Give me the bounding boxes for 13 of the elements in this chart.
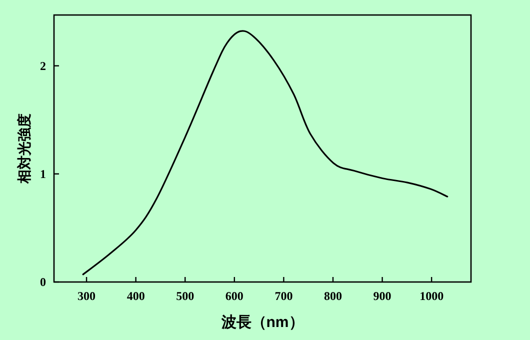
y-tick-label: 1	[40, 166, 46, 181]
x-tick-label: 300	[78, 289, 96, 303]
x-tick-label: 400	[126, 289, 145, 303]
x-tick-label: 800	[324, 289, 342, 303]
x-tick-label: 900	[373, 289, 392, 303]
y-axis-title: 相対光強度	[16, 114, 32, 184]
x-tick-label: 1000	[420, 289, 444, 303]
x-tick-label: 700	[274, 289, 293, 303]
x-tick-label: 500	[176, 289, 194, 303]
y-tick-label: 2	[40, 58, 46, 73]
y-tick-label: 0	[40, 275, 46, 289]
x-tick-label: 600	[225, 289, 244, 303]
x-axis-title: 波長（nm）	[220, 314, 304, 331]
